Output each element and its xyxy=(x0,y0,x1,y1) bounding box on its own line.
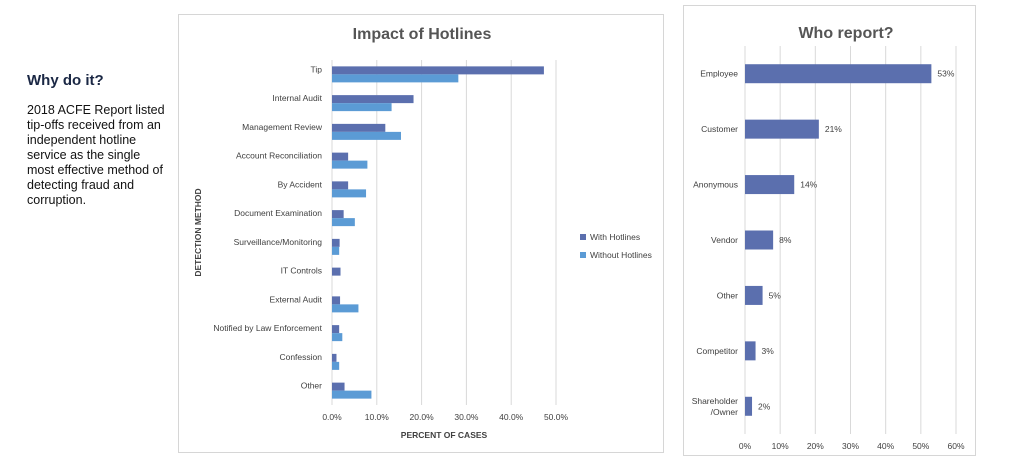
bar-without-hotlines-confession xyxy=(332,361,340,370)
chart-title: Impact of Hotlines xyxy=(353,26,492,43)
bar-with-hotlines-it-controls xyxy=(332,267,341,276)
bar-with-hotlines-external-audit xyxy=(332,296,341,305)
bar-with-hotlines-notified-by-law-enforcement xyxy=(332,325,340,334)
category-label-by-accident: By Accident xyxy=(278,179,323,189)
x-tick-label: 60% xyxy=(947,441,964,451)
x-tick-label: 0% xyxy=(739,441,752,451)
x-tick-label: 50.0% xyxy=(544,412,569,422)
who-report-chart: Who report? 0% 10% 20% 30% 40% 50% 60% Employee 5… xyxy=(683,5,976,456)
category-label-employee: Employee xyxy=(700,69,738,79)
x-tick-label: 10.0% xyxy=(365,412,390,422)
category-label-customer: Customer xyxy=(701,124,738,134)
data-label-anonymous: 14% xyxy=(800,180,817,190)
category-label-confession: Confession xyxy=(279,352,322,362)
bar-without-hotlines-by-accident xyxy=(332,189,367,198)
x-axis-title: PERCENT OF CASES xyxy=(401,430,488,440)
category-label-other: Other xyxy=(717,290,738,300)
bar-employee xyxy=(745,64,932,84)
bar-without-hotlines-document-examination xyxy=(332,218,355,227)
bar-without-hotlines-management-review xyxy=(332,131,401,140)
bar-without-hotlines-internal-audit xyxy=(332,103,392,112)
category-label-vendor: Vendor xyxy=(711,235,738,245)
who-report-chart-svg: Who report? 0% 10% 20% 30% 40% 50% 60% Employee 5… xyxy=(692,25,965,451)
bar-without-hotlines-notified-by-law-enforcement xyxy=(332,333,343,342)
category-label-account-reconciliation: Account Reconciliation xyxy=(236,151,322,161)
data-label-competitor: 3% xyxy=(762,346,775,356)
sidebar-body: 2018 ACFE Report listed tip-offs receive… xyxy=(27,103,165,207)
bar-with-hotlines-confession xyxy=(332,353,337,362)
bar-without-hotlines-external-audit xyxy=(332,304,359,313)
bar-other xyxy=(745,285,763,305)
sidebar-heading: Why do it? xyxy=(27,72,104,89)
bar-without-hotlines-surveillance-monitoring xyxy=(332,246,340,255)
x-tick-label: 30% xyxy=(842,441,859,451)
bar-with-hotlines-document-examination xyxy=(332,210,344,219)
bar-customer xyxy=(745,119,819,139)
legend-label-with-hotlines: With Hotlines xyxy=(590,232,640,242)
bar-with-hotlines-other xyxy=(332,382,345,391)
category-label-shareholder-owner: Shareholder/Owner xyxy=(692,396,738,417)
data-label-vendor: 8% xyxy=(779,235,792,245)
bar-vendor xyxy=(745,230,774,250)
x-tick-label: 40% xyxy=(877,441,894,451)
category-label-internal-audit: Internal Audit xyxy=(272,93,322,103)
x-tick-label: 0.0% xyxy=(322,412,342,422)
category-label-management-review: Management Review xyxy=(242,122,323,132)
data-label-employee: 53% xyxy=(937,69,954,79)
bar-without-hotlines-other xyxy=(332,390,372,399)
x-tick-label: 30.0% xyxy=(454,412,479,422)
sidebar-text-block: Why do it? 2018 ACFE Report listed tip-o… xyxy=(27,72,167,208)
x-tick-label: 20% xyxy=(807,441,824,451)
category-label-competitor: Competitor xyxy=(696,346,738,356)
bar-with-hotlines-surveillance-monitoring xyxy=(332,238,340,247)
bar-with-hotlines-management-review xyxy=(332,123,386,132)
bar-competitor xyxy=(745,341,756,361)
bar-with-hotlines-internal-audit xyxy=(332,95,414,104)
legend-label-without-hotlines: Without Hotlines xyxy=(590,250,652,260)
category-label-it-controls: IT Controls xyxy=(281,266,322,276)
bar-without-hotlines-tip xyxy=(332,74,459,83)
bar-with-hotlines-tip xyxy=(332,66,544,75)
chart-title: Who report? xyxy=(798,25,893,42)
bar-shareholder-owner xyxy=(745,396,753,416)
bar-without-hotlines-account-reconciliation xyxy=(332,160,368,169)
data-label-customer: 21% xyxy=(825,124,842,134)
category-label-notified-by-law-enforcement: Notified by Law Enforcement xyxy=(213,323,322,333)
x-tick-label: 40.0% xyxy=(499,412,524,422)
data-label-other: 5% xyxy=(769,290,782,300)
category-label-anonymous: Anonymous xyxy=(693,180,738,190)
category-label-tip: Tip xyxy=(311,64,323,74)
category-label-external-audit: External Audit xyxy=(270,294,323,304)
bar-anonymous xyxy=(745,175,795,195)
legend-swatch-without-hotlines xyxy=(580,252,586,258)
legend-swatch-with-hotlines xyxy=(580,234,586,240)
x-tick-label: 20.0% xyxy=(410,412,435,422)
bar-with-hotlines-account-reconciliation xyxy=(332,152,349,161)
x-tick-label: 10% xyxy=(772,441,789,451)
category-label-other: Other xyxy=(301,381,322,391)
data-label-shareholder-owner: 2% xyxy=(758,401,771,411)
y-axis-title: DETECTION METHOD xyxy=(193,188,203,276)
impact-of-hotlines-chart: Impact of Hotlines 0.0% 10.0% 20.0% 30.0% 40.… xyxy=(178,14,664,453)
bar-with-hotlines-by-accident xyxy=(332,181,349,190)
category-label-surveillance-monitoring: Surveillance/Monitoring xyxy=(234,237,323,247)
category-label-document-examination: Document Examination xyxy=(234,208,322,218)
impact-chart-svg: Impact of Hotlines 0.0% 10.0% 20.0% 30.0% 40.… xyxy=(193,26,652,440)
x-tick-label: 50% xyxy=(912,441,929,451)
